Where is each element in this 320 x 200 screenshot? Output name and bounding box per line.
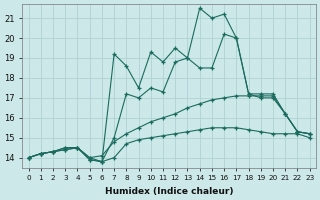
X-axis label: Humidex (Indice chaleur): Humidex (Indice chaleur)	[105, 187, 233, 196]
